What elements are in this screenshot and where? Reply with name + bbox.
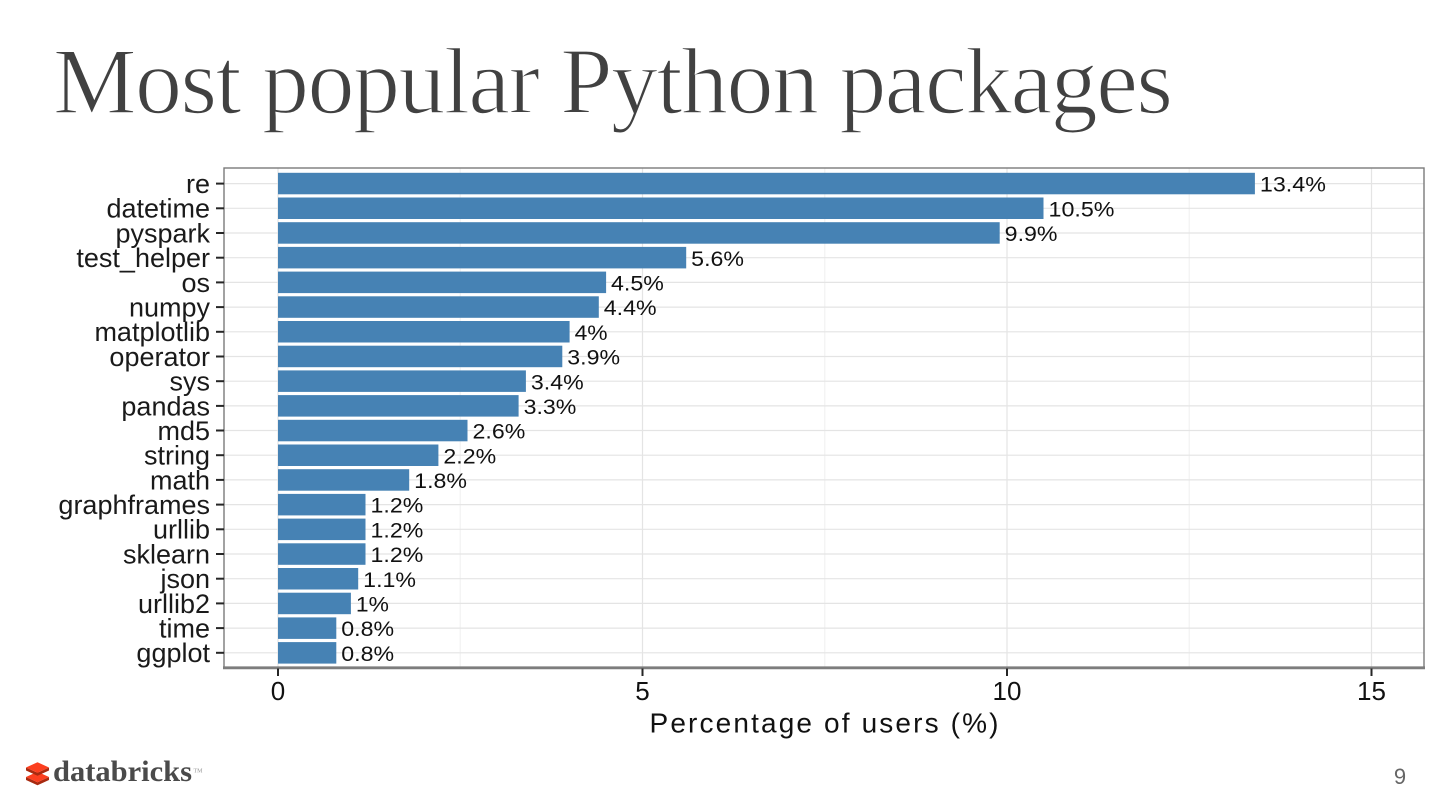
svg-text:2.2%: 2.2% — [443, 445, 496, 468]
svg-text:re: re — [186, 169, 210, 199]
svg-text:json: json — [159, 564, 210, 594]
svg-text:matplotlib: matplotlib — [94, 317, 210, 347]
svg-text:graphframes: graphframes — [58, 490, 210, 520]
svg-text:13.4%: 13.4% — [1260, 174, 1326, 197]
svg-text:Most popular Python packages: Most popular Python packages — [53, 30, 1173, 134]
svg-text:4.5%: 4.5% — [611, 273, 664, 296]
svg-text:os: os — [181, 268, 210, 298]
svg-text:sklearn: sklearn — [123, 539, 210, 569]
svg-text:9: 9 — [1394, 764, 1406, 789]
svg-text:urllib2: urllib2 — [138, 589, 210, 619]
svg-text:0: 0 — [271, 676, 285, 706]
svg-text:5: 5 — [635, 676, 649, 706]
svg-text:3.9%: 3.9% — [567, 347, 620, 370]
svg-text:10: 10 — [993, 676, 1022, 706]
svg-text:3.3%: 3.3% — [524, 396, 577, 419]
svg-text:9.9%: 9.9% — [1005, 223, 1058, 246]
svg-text:test_helper: test_helper — [76, 243, 210, 273]
svg-text:md5: md5 — [157, 416, 210, 446]
svg-text:datetime: datetime — [106, 194, 210, 224]
svg-text:15: 15 — [1357, 676, 1386, 706]
svg-text:Percentage of users (%): Percentage of users (%) — [650, 708, 999, 739]
svg-text:sys: sys — [170, 367, 211, 397]
svg-text:pyspark: pyspark — [115, 218, 210, 248]
svg-text:1.2%: 1.2% — [371, 495, 424, 518]
svg-text:5.6%: 5.6% — [691, 248, 744, 271]
svg-text:TM: TM — [194, 769, 204, 775]
svg-text:0.8%: 0.8% — [341, 618, 394, 641]
svg-text:databricks: databricks — [53, 755, 192, 788]
svg-text:1.2%: 1.2% — [371, 519, 424, 542]
svg-text:string: string — [144, 441, 210, 471]
svg-text:1.2%: 1.2% — [371, 544, 424, 567]
svg-text:ggplot: ggplot — [136, 638, 210, 668]
svg-text:time: time — [159, 614, 210, 644]
svg-text:4%: 4% — [575, 322, 608, 345]
svg-text:10.5%: 10.5% — [1049, 198, 1115, 221]
svg-text:0.8%: 0.8% — [341, 643, 394, 666]
svg-text:numpy: numpy — [129, 293, 211, 323]
svg-text:3.4%: 3.4% — [531, 371, 584, 394]
svg-text:1%: 1% — [356, 594, 389, 617]
svg-text:1.1%: 1.1% — [363, 569, 416, 592]
svg-text:4.4%: 4.4% — [604, 297, 657, 320]
svg-text:pandas: pandas — [121, 391, 210, 421]
svg-text:urllib: urllib — [153, 515, 210, 545]
svg-text:math: math — [150, 465, 210, 495]
svg-text:2.6%: 2.6% — [473, 421, 526, 444]
svg-text:1.8%: 1.8% — [414, 470, 467, 493]
svg-text:operator: operator — [109, 342, 210, 372]
